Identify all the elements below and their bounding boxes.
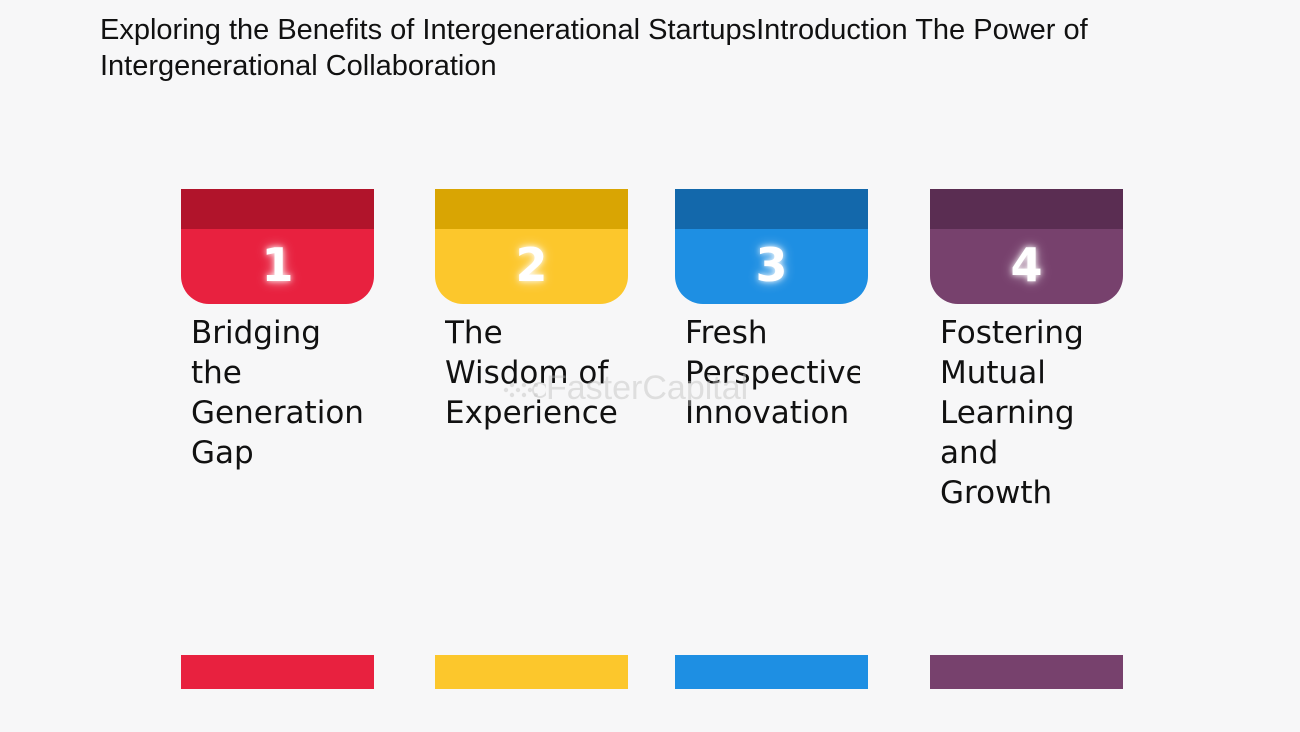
step-footer-bar-4 <box>930 655 1123 689</box>
step-tab-top-1 <box>181 189 374 229</box>
step-label-3: Fresh Perspective Innovation <box>685 315 860 431</box>
step-tab-4: 4 <box>930 189 1123 304</box>
step-label-4: Fostering Mutual Learning and Growth <box>940 315 1084 511</box>
step-tab-top-4 <box>930 189 1123 229</box>
step-card-3: 3 Fresh Perspective Innovation <box>675 189 868 689</box>
step-number-4: 4 <box>1010 238 1043 292</box>
step-label-1: Bridging the Generation Gap <box>191 315 364 471</box>
step-footer-bar-1 <box>181 655 374 689</box>
step-tab-1: 1 <box>181 189 374 304</box>
step-card-4: 4 Fostering Mutual Learning and Growth <box>930 189 1123 689</box>
step-card-1: 1 Bridging the Generation Gap <box>181 189 374 689</box>
step-tab-2: 2 <box>435 189 628 304</box>
step-number-1: 1 <box>261 238 294 292</box>
step-tab-top-3 <box>675 189 868 229</box>
step-label-2: The Wisdom of Experience <box>445 315 618 431</box>
step-footer-bar-2 <box>435 655 628 689</box>
step-tab-3: 3 <box>675 189 868 304</box>
step-number-2: 2 <box>515 238 548 292</box>
step-tab-top-2 <box>435 189 628 229</box>
step-footer-bar-3 <box>675 655 868 689</box>
step-number-3: 3 <box>755 238 788 292</box>
step-card-2: 2 The Wisdom of Experience <box>435 189 628 689</box>
page-title: Exploring the Benefits of Intergeneratio… <box>100 14 1088 82</box>
